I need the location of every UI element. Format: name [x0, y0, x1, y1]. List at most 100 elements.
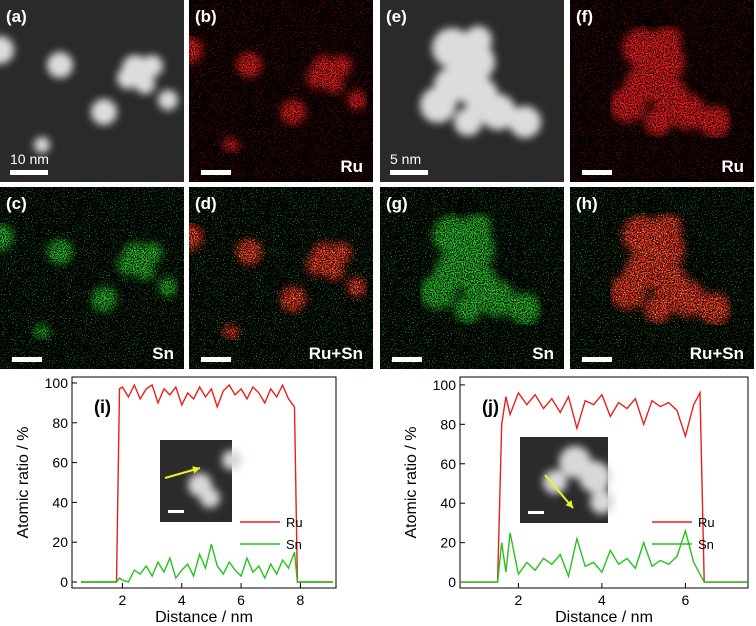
- particle: [236, 239, 262, 265]
- panel-label: (f): [576, 7, 593, 26]
- y-tick-label: 0: [448, 574, 456, 590]
- particle: [464, 26, 492, 54]
- image-panel: (f) Ru: [570, 0, 754, 182]
- image-panel: (h) Ru+Sn: [570, 187, 754, 369]
- y-tick-label: 60: [440, 456, 456, 472]
- y-axis-title: Atomic ratio / %: [15, 426, 32, 538]
- element-label: Ru+Sn: [309, 344, 363, 363]
- image-panel: (a) 10 nm: [0, 0, 184, 182]
- noise: [0, 187, 184, 369]
- particle: [699, 106, 731, 138]
- element-label: Ru+Sn: [690, 344, 744, 363]
- particle: [454, 295, 482, 323]
- panel-label: (d): [195, 194, 217, 213]
- particle: [454, 108, 482, 136]
- image-panel: (d) Ru+Sn: [189, 187, 373, 369]
- image-content: [570, 187, 754, 369]
- particle: [699, 293, 731, 325]
- y-tick-label: 40: [52, 494, 68, 510]
- particle: [330, 55, 352, 77]
- particle: [670, 94, 706, 130]
- x-axis-title: Distance / nm: [155, 609, 253, 626]
- image-panel: (c) Sn: [0, 187, 184, 369]
- particle: [223, 324, 239, 340]
- particle: [324, 261, 344, 281]
- scale-bar: [12, 357, 42, 362]
- inset-arrow: [544, 474, 574, 509]
- particle: [117, 67, 139, 89]
- particle: [47, 239, 73, 265]
- particle: [34, 137, 50, 153]
- blob-layer: [189, 223, 367, 340]
- panel-label: (b): [195, 7, 217, 26]
- blobs: [0, 223, 178, 340]
- chart-label: (j): [482, 397, 499, 417]
- particle: [610, 274, 646, 310]
- particle: [34, 324, 50, 340]
- data-line: [80, 544, 333, 583]
- particle: [670, 281, 706, 317]
- image-panel: (b) Ru: [189, 0, 373, 182]
- particle: [644, 108, 672, 136]
- particle: [0, 223, 14, 251]
- particle: [91, 286, 117, 312]
- particle: [306, 254, 328, 276]
- scale-bar: [582, 357, 612, 362]
- panel-label: (e): [386, 7, 407, 26]
- scale-label: 5 nm: [390, 151, 421, 167]
- legend-label: Ru: [698, 515, 715, 530]
- y-tick-label: 60: [52, 455, 68, 471]
- particle: [654, 26, 682, 54]
- data-line: [460, 528, 748, 583]
- particle: [420, 87, 456, 123]
- y-tick-label: 80: [52, 415, 68, 431]
- blob-layer: [0, 223, 178, 340]
- scale-bar: [201, 357, 231, 362]
- panel-label: (h): [576, 194, 598, 213]
- particle: [141, 55, 163, 77]
- image-content: [189, 0, 373, 182]
- particle: [223, 137, 239, 153]
- data-line: [80, 383, 333, 583]
- noise: [189, 0, 373, 182]
- blob-layer: [610, 26, 731, 138]
- particle: [158, 277, 178, 297]
- particle: [91, 99, 117, 125]
- particle: [47, 52, 73, 78]
- inset-scale: [528, 511, 544, 514]
- inset-blobs: [188, 450, 242, 508]
- y-tick-label: 80: [440, 416, 456, 432]
- chart-label: (i): [94, 397, 111, 417]
- particle: [347, 90, 367, 110]
- x-tick-label: 4: [598, 592, 606, 608]
- blobs: [420, 213, 541, 325]
- scale-bar: [582, 170, 612, 175]
- blob-layer: [189, 36, 367, 153]
- scale-bar: [10, 170, 48, 175]
- y-tick-label: 20: [52, 534, 68, 550]
- particle: [509, 293, 541, 325]
- noise: [189, 187, 373, 369]
- y-tick-label: 100: [45, 375, 69, 391]
- particle: [347, 277, 367, 297]
- image-bg: [0, 0, 184, 182]
- y-tick-label: 40: [440, 495, 456, 511]
- inset-blobs: [543, 446, 614, 514]
- particle: [200, 488, 220, 508]
- legend-label: Sn: [698, 537, 714, 552]
- image-content: [570, 0, 754, 182]
- particle: [579, 461, 611, 493]
- blob-layer: [420, 26, 541, 138]
- particle: [280, 99, 306, 125]
- y-tick-label: 20: [440, 535, 456, 551]
- y-axis-title: Atomic ratio / %: [403, 426, 420, 538]
- scale-bar: [201, 170, 231, 175]
- particle: [135, 261, 155, 281]
- scale-bar: [390, 170, 428, 175]
- particle: [324, 74, 344, 94]
- particle: [644, 295, 672, 323]
- particle: [330, 242, 352, 264]
- particle: [480, 281, 516, 317]
